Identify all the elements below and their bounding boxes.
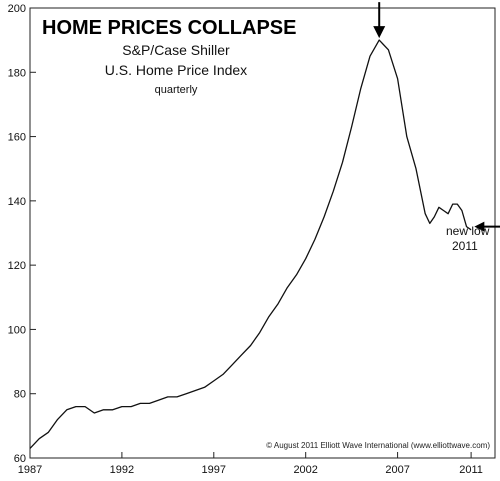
chart-axes: 60 80 100 120 140 160 180 200 1987 1992 1997 2002 20… — [8, 3, 496, 476]
series-line-0 — [29, 39, 472, 449]
plot-frame — [29, 7, 496, 459]
y-tick-label: 80 — [14, 389, 26, 401]
x-tick-label: 2007 — [385, 464, 409, 476]
chart-subtitle-2: U.S. Home Price Index — [105, 62, 247, 78]
y-tick-label: 180 — [8, 67, 26, 79]
y-tick-label: 100 — [8, 324, 26, 336]
chart-marks — [29, 2, 500, 449]
new-low-year: 2011 — [452, 239, 478, 253]
x-tick-label: 2002 — [293, 464, 317, 476]
peak-arrow-head — [373, 26, 386, 39]
chart-subtitle-1: S&P/Case Shiller — [122, 42, 230, 58]
chart-credit: © August 2011 Elliott Wave International… — [266, 441, 490, 450]
x-tick-label: 1992 — [110, 464, 134, 476]
x-tick-label: 2011 — [459, 464, 483, 476]
x-tick-label: 1987 — [18, 464, 42, 476]
y-tick-label: 120 — [8, 260, 26, 272]
chart-texts: HOME PRICES COLLAPSE S&P/Case Shiller U.… — [42, 17, 490, 450]
y-tick-label: 160 — [8, 132, 26, 144]
y-tick-label: 60 — [14, 453, 26, 465]
y-tick-label: 140 — [8, 196, 26, 208]
x-tick-label: 1997 — [202, 464, 226, 476]
chart-title: HOME PRICES COLLAPSE — [42, 17, 296, 39]
new-low-arrow-head — [474, 221, 485, 232]
y-tick-label: 200 — [8, 3, 26, 15]
new-low-label: new low — [446, 224, 490, 238]
chart-subtitle-3: quarterly — [155, 84, 198, 96]
